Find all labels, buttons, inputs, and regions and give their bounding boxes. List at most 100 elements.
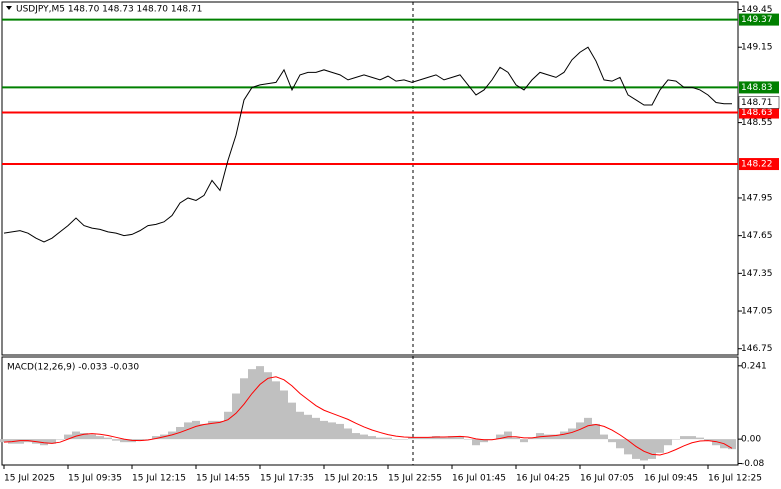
- macd-bar: [272, 381, 280, 440]
- macd-bar: [248, 369, 256, 440]
- macd-bar: [712, 439, 720, 446]
- macd-bar: [264, 372, 272, 440]
- x-tick-label: 15 Jul 20:15: [324, 474, 378, 484]
- macd-bar: [96, 436, 104, 440]
- macd-bar: [480, 439, 488, 443]
- chart-title: USDJPY,M5 148.70 148.73 148.70 148.71: [16, 5, 202, 15]
- macd-bar: [16, 439, 24, 444]
- level-label: 148.22: [741, 160, 773, 170]
- level-label-box: [739, 158, 779, 171]
- signal-line: [3, 376, 733, 456]
- macd-bar: [104, 437, 112, 440]
- macd-bar: [40, 439, 48, 446]
- macd-bar: [136, 439, 144, 441]
- x-tick-label: 16 Jul 01:45: [452, 474, 506, 484]
- macd-pane: [1, 356, 739, 466]
- macd-bar: [152, 436, 160, 440]
- macd-bar: [416, 437, 424, 440]
- price-line: [3, 46, 732, 243]
- y-tick-label: 149.45: [741, 5, 773, 15]
- macd-bar: [280, 390, 288, 440]
- macd-bar: [88, 434, 96, 440]
- y-tick-label: 149.15: [741, 43, 773, 53]
- macd-bar: [576, 422, 584, 440]
- macd-bar: [568, 428, 576, 440]
- macd-bar: [432, 436, 440, 440]
- y-tick-label: 0.00: [741, 435, 761, 445]
- macd-title: MACD(12,26,9) -0.033 -0.030: [7, 363, 139, 373]
- macd-bar: [208, 420, 216, 440]
- y-tick-label: 147.65: [741, 231, 773, 241]
- macd-bar: [48, 439, 56, 444]
- macd-bar: [656, 439, 664, 453]
- macd-bar: [456, 436, 464, 440]
- y-tick-label: 0.241: [741, 361, 767, 371]
- macd-bar: [616, 439, 624, 449]
- macd-bar: [352, 433, 360, 440]
- macd-bar: [600, 434, 608, 440]
- price-pane: [1, 1, 739, 356]
- x-tick-label: 16 Jul 07:05: [580, 474, 634, 484]
- x-tick-label: 15 Jul 17:35: [260, 474, 314, 484]
- macd-bar: [624, 439, 632, 455]
- macd-bar: [232, 393, 240, 440]
- macd-bar: [680, 436, 688, 440]
- macd-bar: [584, 417, 592, 440]
- macd-bar: [296, 411, 304, 440]
- macd-bar: [632, 439, 640, 459]
- y-tick-label: 147.95: [741, 193, 773, 203]
- level-label-box: [739, 13, 779, 26]
- macd-bar: [344, 428, 352, 440]
- macd-bar: [536, 433, 544, 440]
- macd-bar: [544, 434, 552, 440]
- macd-bar: [0, 439, 8, 443]
- macd-bar: [216, 420, 224, 440]
- macd-bar: [448, 436, 456, 440]
- macd-bar: [72, 431, 80, 440]
- macd-bar: [256, 366, 264, 440]
- macd-bar: [512, 437, 520, 440]
- macd-bar: [112, 439, 120, 441]
- macd-bar: [312, 417, 320, 440]
- macd-bar: [56, 439, 64, 440]
- y-tick-label: 147.35: [741, 269, 773, 279]
- macd-bar: [224, 411, 232, 440]
- y-tick-label: 146.75: [741, 344, 773, 354]
- menu-arrow: [6, 6, 12, 10]
- macd-bar: [192, 420, 200, 440]
- macd-bar: [552, 434, 560, 440]
- level-label: 148.63: [741, 108, 773, 118]
- macd-bar: [384, 437, 392, 440]
- macd-bar: [664, 439, 672, 446]
- macd-bar: [64, 434, 72, 440]
- macd-bar: [240, 378, 248, 440]
- macd-bar: [424, 437, 432, 440]
- macd-bar: [392, 439, 400, 440]
- macd-bar: [688, 436, 696, 440]
- last-price-box: [738, 96, 780, 109]
- macd-bar: [184, 422, 192, 440]
- macd-bar: [288, 402, 296, 440]
- macd-bar: [496, 434, 504, 440]
- macd-bar: [648, 439, 656, 459]
- y-tick-label: -0.08: [741, 459, 765, 469]
- macd-bar: [328, 422, 336, 440]
- macd-bar: [672, 439, 680, 440]
- macd-bar: [728, 439, 736, 450]
- macd-bar: [368, 436, 376, 440]
- x-tick-label: 15 Jul 09:35: [68, 474, 122, 484]
- macd-bar: [304, 414, 312, 440]
- macd-bar: [464, 439, 472, 440]
- macd-bar: [408, 437, 416, 440]
- macd-bar: [200, 423, 208, 440]
- macd-bar: [80, 433, 88, 440]
- macd-bar: [696, 437, 704, 440]
- macd-bar: [176, 426, 184, 440]
- macd-bar: [360, 434, 368, 440]
- macd-bar: [472, 439, 480, 446]
- macd-bar: [520, 439, 528, 443]
- macd-bar: [320, 420, 328, 440]
- x-tick-label: 15 Jul 12:15: [132, 474, 186, 484]
